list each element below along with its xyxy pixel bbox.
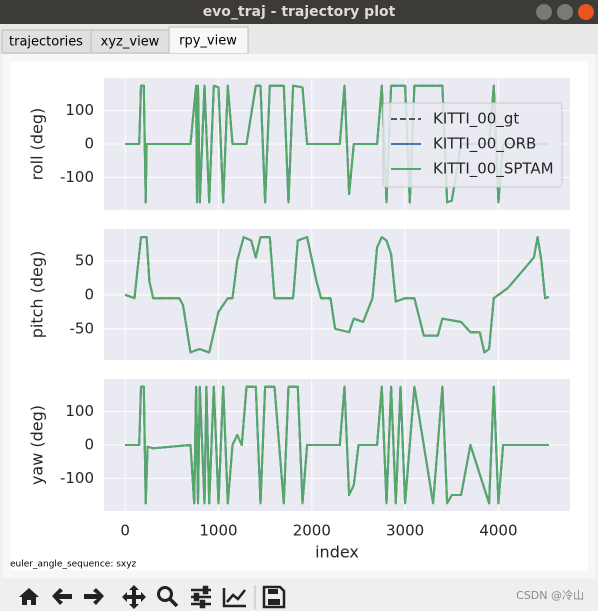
- plot-lines: [125, 385, 549, 505]
- y-tick-label: -50: [70, 319, 95, 337]
- home-icon[interactable]: [19, 588, 39, 605]
- x-tick-label: 3000: [386, 522, 424, 540]
- series-line: [125, 385, 549, 505]
- title-bar: [0, 0, 598, 24]
- tab-active[interactable]: [168, 26, 249, 55]
- back-icon[interactable]: [52, 588, 72, 605]
- save-icon[interactable]: [262, 585, 286, 609]
- y-tick-label: 0: [84, 436, 94, 454]
- y-axis-label: pitch (deg): [28, 251, 47, 339]
- y-axis-label: yaw (deg): [28, 405, 47, 485]
- y-tick-label: -100: [60, 168, 94, 186]
- plot-lines: [124, 236, 550, 354]
- legend-label: KITTI_00_gt: [433, 110, 519, 129]
- forward-icon[interactable]: [84, 588, 104, 605]
- x-tick-label: 4000: [479, 522, 517, 540]
- pan-icon[interactable]: [122, 585, 146, 609]
- watermark: CSDN @冷山: [516, 589, 584, 602]
- window-title: evo_traj - trajectory plot: [203, 4, 396, 20]
- toolbar: [19, 585, 286, 609]
- axes-icon[interactable]: [222, 588, 246, 608]
- legend-label: KITTI_00_SPTAM: [433, 160, 554, 179]
- tab-label: xyz_view: [101, 35, 160, 50]
- zoom-icon[interactable]: [157, 586, 173, 602]
- footer-text: euler_angle_sequence: sxyz: [10, 560, 137, 570]
- y-axis-label: roll (deg): [28, 108, 47, 181]
- y-tick-label: 0: [84, 285, 94, 303]
- legend-label: KITTI_00_ORB: [433, 135, 536, 154]
- x-tick-label: 2000: [293, 522, 331, 540]
- x-axis-label: index: [315, 543, 359, 562]
- configure-icon[interactable]: [191, 585, 211, 609]
- tab-label: trajectories: [9, 35, 83, 50]
- y-tick-label: 0: [84, 135, 94, 153]
- y-tick-label: -100: [60, 469, 94, 487]
- y-tick-label: 100: [65, 101, 94, 119]
- maximize-button[interactable]: [557, 4, 573, 20]
- x-tick-label: 1000: [199, 522, 237, 540]
- close-button[interactable]: [578, 4, 594, 20]
- minimize-button[interactable]: [536, 4, 552, 20]
- x-tick-label: 0: [120, 522, 130, 540]
- y-tick-label: 50: [75, 251, 94, 269]
- legend-box: [382, 102, 563, 188]
- series-line: [124, 236, 550, 354]
- tab-label: rpy_view: [179, 34, 237, 49]
- y-tick-label: 100: [65, 402, 94, 420]
